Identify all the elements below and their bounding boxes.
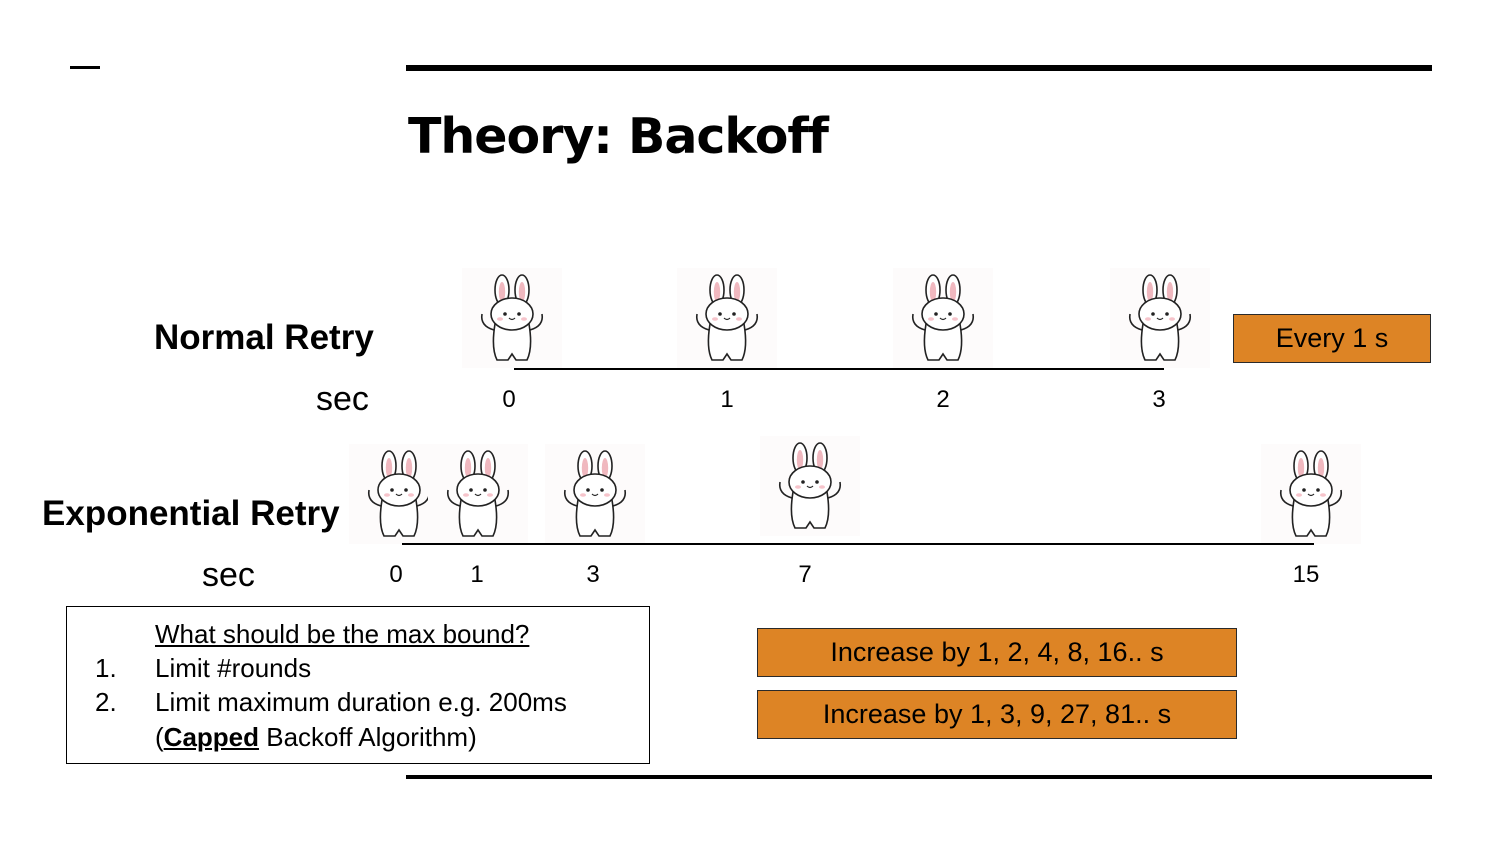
bottom-rule xyxy=(406,775,1432,779)
bunny-icon xyxy=(462,268,562,368)
exponential-note-powers-of-two: Increase by 1, 2, 4, 8, 16.. s xyxy=(757,628,1237,677)
exponential-tick: 3 xyxy=(586,561,600,588)
bunny-icon xyxy=(893,268,993,368)
exponential-tick: 15 xyxy=(1292,561,1320,588)
bunny-icon xyxy=(1261,444,1361,544)
exponential-retry-label: Exponential Retry xyxy=(42,494,340,533)
normal-retry-timeline xyxy=(514,368,1164,370)
normal-tick: 1 xyxy=(720,386,734,413)
list-item-text: Limit #rounds xyxy=(155,653,312,683)
list-item-text: Limit maximum duration e.g. 200ms xyxy=(155,687,567,717)
normal-retry-unit: sec xyxy=(316,380,369,418)
list-item-number: 1. xyxy=(95,653,117,683)
bunny-icon xyxy=(677,268,777,368)
exponential-tick: 1 xyxy=(470,561,484,588)
paren-open: ( xyxy=(155,722,164,752)
slide-accent-dash xyxy=(70,66,100,69)
normal-tick: 0 xyxy=(502,386,516,413)
exponential-retry-timeline xyxy=(402,543,1314,545)
normal-tick: 2 xyxy=(936,386,950,413)
list-item-number: 2. xyxy=(95,687,117,717)
bunny-icon xyxy=(760,436,860,536)
bunny-icon xyxy=(428,444,528,544)
list-item: 1. Limit #rounds xyxy=(95,653,311,684)
bunny-icon xyxy=(1110,268,1210,368)
notes-continuation: (Capped Backoff Algorithm) xyxy=(155,722,477,753)
exponential-tick: 7 xyxy=(798,561,812,588)
normal-retry-note: Every 1 s xyxy=(1233,314,1431,363)
capped-emphasis: Capped xyxy=(163,722,260,752)
max-bound-notes: What should be the max bound? 1. Limit #r… xyxy=(66,606,650,764)
continuation-text: Backoff Algorithm) xyxy=(259,722,477,752)
list-item: 2. Limit maximum duration e.g. 200ms xyxy=(95,687,567,718)
bunny-icon xyxy=(545,444,645,544)
normal-tick: 3 xyxy=(1152,386,1166,413)
exponential-retry-unit: sec xyxy=(202,556,255,594)
slide-title: Theory: Backoff xyxy=(408,108,829,165)
notes-heading: What should be the max bound? xyxy=(155,619,530,649)
normal-retry-label: Normal Retry xyxy=(154,318,374,357)
top-rule xyxy=(406,65,1432,71)
exponential-note-powers-of-three: Increase by 1, 3, 9, 27, 81.. s xyxy=(757,690,1237,739)
exponential-tick: 0 xyxy=(389,561,403,588)
